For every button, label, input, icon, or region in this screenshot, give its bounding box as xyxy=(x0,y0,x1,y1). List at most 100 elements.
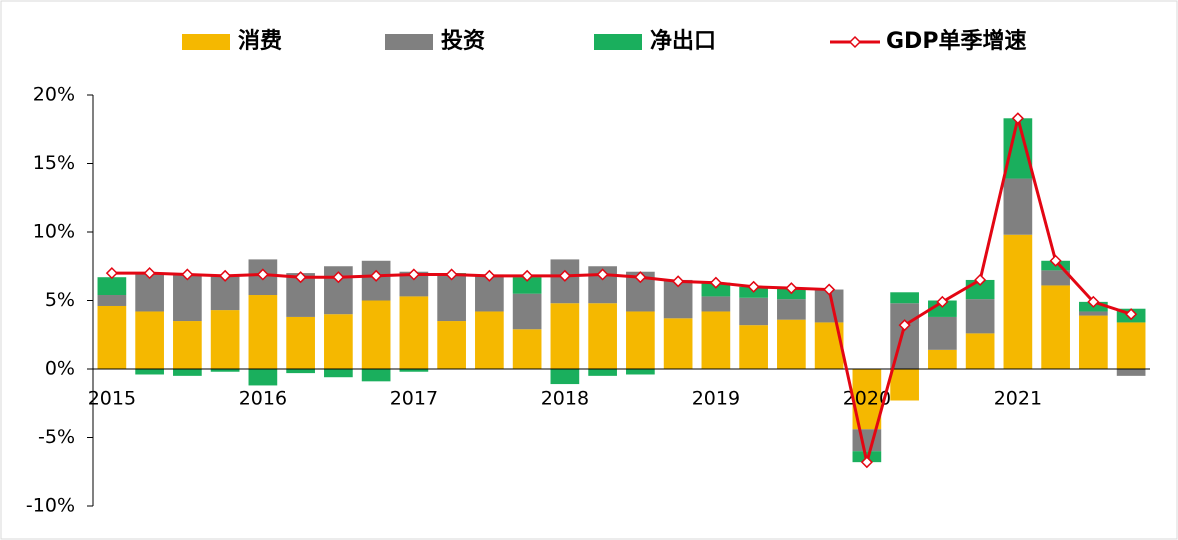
bar-segment xyxy=(248,369,278,386)
line-marker xyxy=(1011,112,1024,125)
bar-segment xyxy=(1003,234,1033,369)
bar-segment xyxy=(361,369,391,382)
line-marker xyxy=(445,268,458,281)
line-marker xyxy=(483,269,496,282)
line-marker xyxy=(332,271,345,284)
x-tick-label: 2018 xyxy=(541,388,589,410)
bar-segment xyxy=(739,297,768,326)
bar-segment xyxy=(135,273,164,312)
bar-segment xyxy=(965,299,995,334)
bar-segment xyxy=(173,369,202,376)
bar-segment xyxy=(626,369,655,375)
bar-segment xyxy=(437,274,466,322)
y-tick-label: 20% xyxy=(33,84,75,106)
y-tick-label: 0% xyxy=(45,358,75,380)
line-marker xyxy=(105,267,118,280)
bar-segment xyxy=(399,369,429,372)
bar-segment xyxy=(210,369,240,372)
y-tick-label: 10% xyxy=(33,221,75,243)
bar-segment xyxy=(1041,285,1070,369)
bar-segment xyxy=(1116,369,1146,376)
bar-segment xyxy=(1079,315,1108,369)
line-marker xyxy=(219,269,232,282)
bar-segment xyxy=(135,369,164,375)
bar-segment xyxy=(1003,118,1033,179)
bar-segment xyxy=(286,316,315,369)
line-marker xyxy=(1087,295,1100,308)
legend-label: 消费 xyxy=(238,29,282,54)
bar-segment xyxy=(286,369,315,374)
x-tick-label: 2019 xyxy=(692,388,740,410)
bar-segment xyxy=(173,274,202,322)
bar-segment xyxy=(97,277,127,296)
bar-segment xyxy=(928,316,957,350)
line-marker xyxy=(521,269,534,282)
y-tick-label: 5% xyxy=(45,289,75,311)
line-marker xyxy=(294,271,307,284)
line-marker xyxy=(634,271,647,284)
bar-segment xyxy=(475,311,504,369)
line-marker xyxy=(823,283,836,296)
legend-swatch xyxy=(182,34,230,50)
y-tick-label: -5% xyxy=(38,426,75,448)
legend-swatch xyxy=(848,35,862,49)
bar-segment xyxy=(550,303,580,369)
bar-segment xyxy=(701,282,731,297)
y-tick-label: 15% xyxy=(33,152,75,174)
bar-segment xyxy=(1079,311,1108,316)
line-marker xyxy=(936,295,949,308)
bar-segment xyxy=(928,349,957,369)
bar-segment xyxy=(777,299,806,320)
bar-segment xyxy=(1116,322,1146,369)
x-tick-label: 2016 xyxy=(239,388,287,410)
line xyxy=(111,117,1132,463)
bar-segment xyxy=(512,277,542,294)
bar-segment xyxy=(550,369,580,385)
line-marker xyxy=(785,282,798,295)
bar-segment xyxy=(852,429,882,452)
legend-label: 投资 xyxy=(441,29,485,54)
line-marker xyxy=(860,456,873,469)
bar-segment xyxy=(701,311,731,369)
line-marker xyxy=(407,268,420,281)
bar-segment xyxy=(626,311,655,369)
bar-segment xyxy=(248,295,278,369)
legend-swatch xyxy=(385,34,433,50)
line-marker xyxy=(256,268,269,281)
bar-segment xyxy=(777,319,806,369)
bar-segment xyxy=(512,293,542,330)
line-marker xyxy=(672,275,685,288)
x-tick-label: 2021 xyxy=(994,388,1042,410)
line-marker xyxy=(709,276,722,289)
bar-segment xyxy=(1041,270,1070,286)
bar-segment xyxy=(97,295,127,306)
line-marker xyxy=(143,267,156,280)
legend-label: 净出口 xyxy=(650,28,716,54)
x-tick-label: 2015 xyxy=(88,388,136,410)
bar-segment xyxy=(588,303,617,369)
line-marker xyxy=(181,268,194,281)
line-marker xyxy=(747,280,760,293)
bar-segment xyxy=(173,321,202,369)
bar-segment xyxy=(1003,178,1033,235)
line-marker xyxy=(898,319,911,332)
bar-segment xyxy=(324,314,353,369)
y-tick-label: -10% xyxy=(26,495,75,517)
bar-segment xyxy=(663,318,693,369)
bar-segment xyxy=(588,369,617,376)
bar-segment xyxy=(512,329,542,369)
bar-segment xyxy=(97,305,127,369)
bar-segment xyxy=(361,300,391,369)
legend-swatch xyxy=(594,34,642,50)
line-marker xyxy=(596,268,609,281)
bar-segment xyxy=(324,369,353,378)
bar-segment xyxy=(437,321,466,369)
bar-segment xyxy=(965,333,995,369)
bar-segment xyxy=(210,310,240,369)
line-marker xyxy=(558,269,571,282)
legend-label: GDP单季增速 xyxy=(886,28,1026,54)
bar-segment xyxy=(135,311,164,369)
line-marker xyxy=(1125,308,1138,321)
